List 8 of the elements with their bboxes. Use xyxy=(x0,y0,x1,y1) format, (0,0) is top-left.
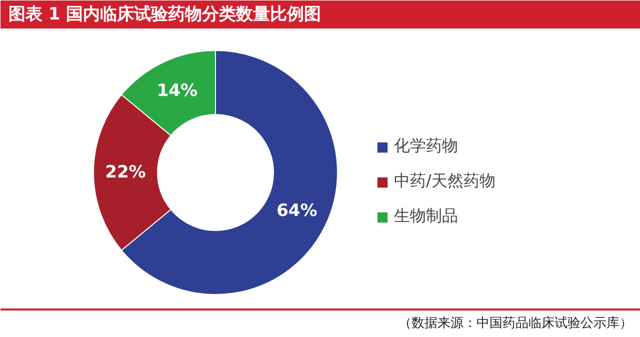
data-label: 14% xyxy=(156,81,198,102)
legend-label: 化学药物 xyxy=(394,136,458,157)
legend-label: 生物制品 xyxy=(394,206,458,227)
text: （数据来源：中国药品临床试验公示库） xyxy=(398,316,632,331)
data-label: 22% xyxy=(105,162,146,182)
data-label: 64% xyxy=(276,200,318,221)
chart-title: 图表 1 国内临床试验药物分类数量比例图 xyxy=(8,4,322,24)
legend-label: 中药/天然药物 xyxy=(394,171,496,192)
